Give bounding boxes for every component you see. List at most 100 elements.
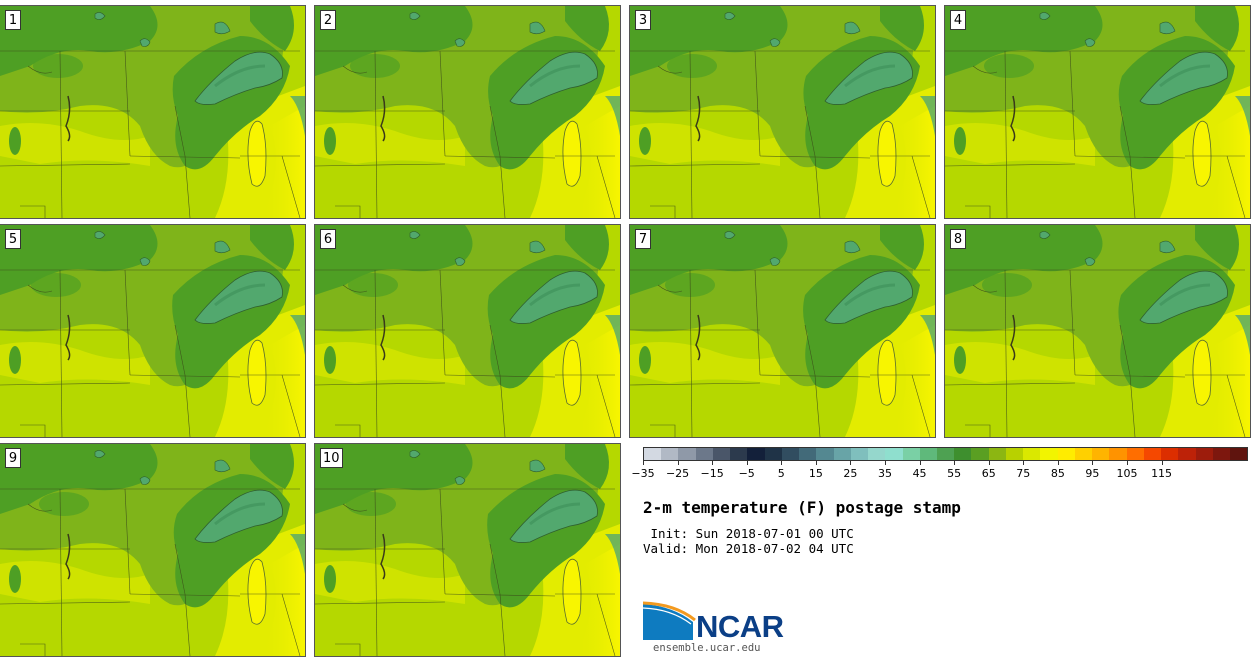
colorbar-swatch (988, 448, 1006, 460)
colorbar-swatch (1178, 448, 1196, 460)
colorbar-swatch (712, 448, 731, 460)
colorbar-swatch (781, 448, 800, 460)
member-number-label: 8 (950, 229, 966, 249)
colorbar-tick-label: 5 (777, 467, 785, 480)
colorbar-swatch (885, 448, 903, 460)
colorbar-tick (885, 461, 886, 465)
ensemble-member-panel: 5 (0, 224, 306, 438)
ensemble-member-panel: 1 (0, 5, 306, 219)
colorbar-swatch (1074, 448, 1093, 460)
ensemble-member-panel: 3 (629, 5, 936, 219)
colorbar-tick-label: −5 (738, 467, 755, 480)
colorbar-swatch (971, 448, 989, 460)
temperature-map (315, 6, 620, 218)
colorbar-swatch (764, 448, 782, 460)
ensemble-member-panel: 4 (944, 5, 1251, 219)
init-time: Init: Sun 2018-07-01 00 UTC (643, 526, 854, 541)
colorbar-tick (815, 461, 817, 465)
ensemble-member-panel: 6 (314, 224, 621, 438)
colorbar-swatch (1023, 448, 1041, 460)
colorbar-swatch (1126, 448, 1144, 460)
colorbar-swatch (747, 448, 765, 460)
colorbar-tick (919, 461, 921, 465)
temperature-map (630, 225, 935, 437)
colorbar-tick (677, 461, 679, 465)
member-number-label: 2 (320, 10, 336, 30)
chart-title: 2-m temperature (F) postage stamp (643, 498, 961, 517)
temperature-colorbar (643, 447, 1248, 461)
colorbar-tick-label: 65 (981, 467, 996, 480)
member-number-label: 3 (635, 10, 651, 30)
ensemble-member-panel: 9 (0, 443, 306, 657)
colorbar-swatch (730, 448, 748, 460)
colorbar-swatch (816, 448, 834, 460)
member-number-label: 10 (320, 448, 343, 468)
ensemble-member-panel: 8 (944, 224, 1251, 438)
colorbar-swatch (868, 448, 886, 460)
colorbar-tick-label: 45 (912, 467, 927, 480)
colorbar-tick (1057, 461, 1059, 465)
colorbar-swatch (1143, 448, 1162, 460)
member-number-label: 6 (320, 229, 336, 249)
colorbar-tick-label: −15 (700, 467, 724, 480)
colorbar-tick-label: 115 (1151, 467, 1173, 480)
colorbar-tick-label: −25 (665, 467, 690, 480)
colorbar-tick (781, 461, 783, 465)
ensemble-member-panel: 2 (314, 5, 621, 219)
colorbar-swatch (1057, 448, 1075, 460)
temperature-map (945, 6, 1250, 218)
temperature-map (0, 225, 305, 437)
colorbar-tick-label: 75 (1016, 467, 1031, 480)
colorbar-swatch (1109, 448, 1127, 460)
colorbar-swatch (661, 448, 679, 460)
member-number-label: 4 (950, 10, 966, 30)
colorbar-tick-label: 105 (1116, 467, 1138, 480)
colorbar-swatch (850, 448, 869, 460)
colorbar-swatch (954, 448, 972, 460)
member-number-label: 7 (635, 229, 651, 249)
colorbar-tick-label: 85 (1050, 467, 1065, 480)
temperature-map (0, 6, 305, 218)
member-number-label: 5 (5, 229, 21, 249)
colorbar-tick-label: 95 (1085, 467, 1100, 480)
ensemble-member-panel: 10 (314, 443, 621, 657)
colorbar-swatch (902, 448, 920, 460)
temperature-map (630, 6, 935, 218)
temperature-map (315, 225, 620, 437)
temperature-map (315, 444, 620, 656)
colorbar-tick-label: 15 (808, 467, 823, 480)
ncar-wordmark: NCAR (696, 609, 784, 644)
ncar-logo-icon (643, 601, 696, 640)
ensemble-member-panel: 7 (629, 224, 936, 438)
colorbar-swatch (1195, 448, 1213, 460)
colorbar-swatch (799, 448, 817, 460)
temperature-map (0, 444, 305, 656)
colorbar-swatch (1040, 448, 1058, 460)
colorbar-tick (1127, 461, 1128, 465)
colorbar-tick-label: 35 (878, 467, 892, 480)
ensemble-url: ensemble.ucar.edu (653, 642, 761, 654)
colorbar-tick-label: −35 (631, 467, 655, 480)
colorbar-tick-label: 55 (947, 467, 962, 480)
colorbar-swatch (1212, 448, 1230, 460)
colorbar-tick (850, 461, 852, 465)
colorbar-swatch (1005, 448, 1024, 460)
colorbar-tick-label: 25 (843, 467, 858, 480)
colorbar-tick (1161, 461, 1163, 465)
colorbar-tick (988, 461, 990, 465)
colorbar-swatch (1161, 448, 1179, 460)
member-number-label: 1 (5, 10, 21, 30)
temperature-map (945, 225, 1250, 437)
colorbar-swatch (644, 448, 662, 460)
colorbar-swatch (678, 448, 696, 460)
colorbar-swatch (695, 448, 713, 460)
colorbar-swatch (936, 448, 955, 460)
member-number-label: 9 (5, 448, 21, 468)
colorbar-swatch (1229, 448, 1248, 460)
colorbar-swatch (1092, 448, 1110, 460)
colorbar-swatch (833, 448, 851, 460)
colorbar-tick-labels: −35 −25 −15 −5 5 15 25 35 45 55 65 75 85 95 105 115 (631, 461, 1248, 481)
valid-time: Valid: Mon 2018-07-02 04 UTC (643, 541, 854, 556)
colorbar-tick (643, 461, 644, 465)
colorbar-tick (1092, 461, 1094, 465)
